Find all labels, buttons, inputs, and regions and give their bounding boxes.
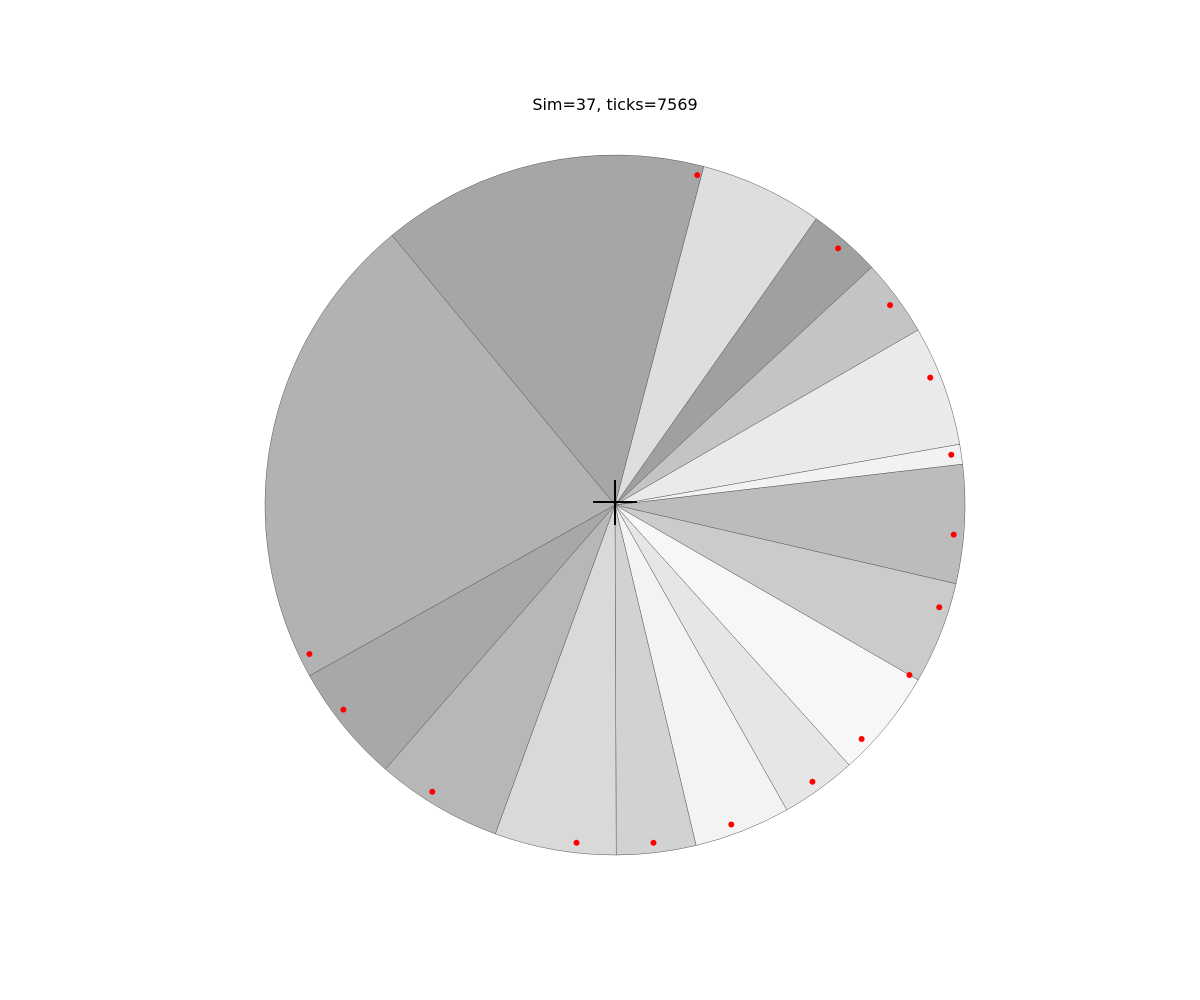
- edge-marker-10: [809, 778, 816, 785]
- edge-marker-12: [650, 839, 657, 846]
- edge-marker-9: [858, 736, 865, 743]
- edge-marker-11: [728, 821, 735, 828]
- pie-wedge-1: [391, 154, 705, 506]
- pie-wedge-16: [264, 234, 616, 677]
- edge-marker-8: [906, 672, 913, 678]
- edge-marker-3: [887, 302, 894, 309]
- chart-title: Sim=37, ticks=7569: [532, 95, 698, 114]
- edge-marker-16: [306, 651, 313, 658]
- center-crosshair-icon: [593, 480, 637, 525]
- edge-marker-15: [340, 706, 347, 713]
- edge-marker-13: [573, 839, 580, 846]
- edge-marker-7: [936, 604, 943, 611]
- edge-marker-6: [950, 531, 957, 538]
- edge-marker-1: [694, 172, 701, 179]
- pie-wedge-14: [385, 504, 616, 835]
- edge-marker-5: [948, 451, 955, 458]
- edge-marker-4: [927, 374, 934, 381]
- edge-marker-14: [429, 788, 436, 795]
- edge-marker-2: [835, 245, 842, 252]
- edge-markers: [306, 172, 957, 846]
- pie-wedges: [264, 154, 966, 856]
